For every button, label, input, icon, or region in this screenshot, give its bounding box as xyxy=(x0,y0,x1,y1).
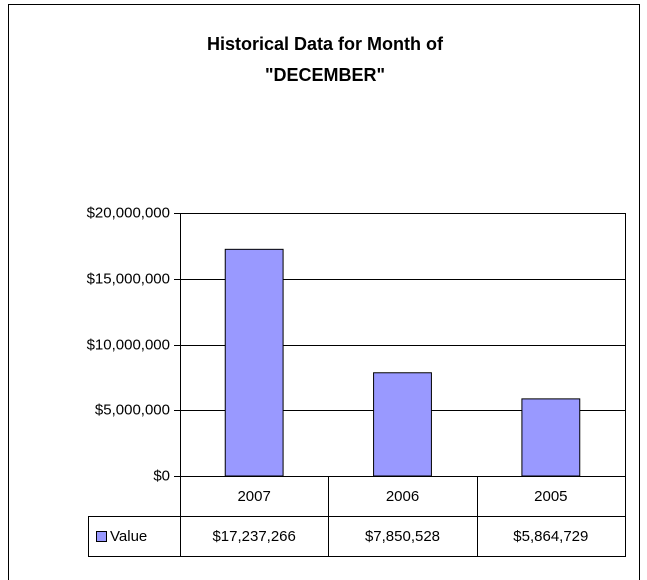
data-table-value: $5,864,729 xyxy=(513,528,588,545)
y-tick-label: $15,000,000 xyxy=(87,270,170,287)
x-tick-label: 2005 xyxy=(534,488,567,505)
y-tick-label: $20,000,000 xyxy=(87,204,170,221)
data-table-value: $7,850,528 xyxy=(365,528,440,545)
chart-title: Historical Data for Month of xyxy=(207,34,444,54)
y-tick-label: $0 xyxy=(153,467,170,484)
bar xyxy=(521,398,581,477)
y-tick-label: $5,000,000 xyxy=(95,401,170,418)
x-tick-label: 2007 xyxy=(237,488,270,505)
legend-label: Value xyxy=(110,528,147,545)
chart-subtitle: "DECEMBER" xyxy=(265,65,385,85)
x-tick-label: 2006 xyxy=(386,488,419,505)
data-table-value: $17,237,266 xyxy=(212,528,295,545)
chart-border xyxy=(8,4,640,580)
bar xyxy=(373,372,432,477)
legend-swatch xyxy=(96,531,107,542)
y-tick-label: $10,000,000 xyxy=(87,336,170,353)
bar xyxy=(224,248,284,477)
